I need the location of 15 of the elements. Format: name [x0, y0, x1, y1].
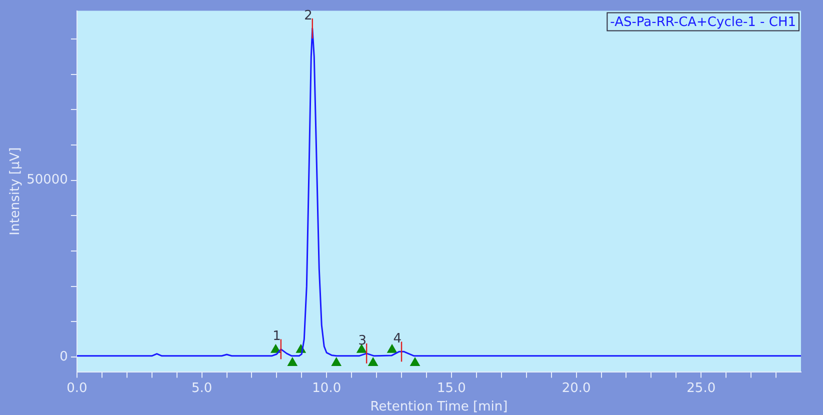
text: -AS-Pa-RR-CA+Cycle-1 - CH1: [610, 15, 796, 30]
y-tick-label: 50000: [26, 172, 68, 188]
x-tick-label: 20.0: [562, 380, 591, 396]
annotation: 4: [393, 332, 402, 347]
x-tick-label: 10.0: [312, 380, 342, 396]
x-tick-label: 25.0: [686, 380, 716, 396]
annotation: 2: [304, 8, 312, 24]
x-axis-title: Retention Time [min]: [370, 400, 508, 415]
annotation: 3: [358, 333, 367, 348]
y-tick-label: 0: [60, 349, 68, 364]
x-tick-label: 5.0: [191, 380, 212, 396]
annotation: 1: [272, 329, 281, 344]
y-axis-title: Intensity [µV]: [8, 147, 24, 236]
x-tick-label: 15.0: [436, 380, 466, 396]
x-tick-label: 0.0: [66, 380, 88, 396]
